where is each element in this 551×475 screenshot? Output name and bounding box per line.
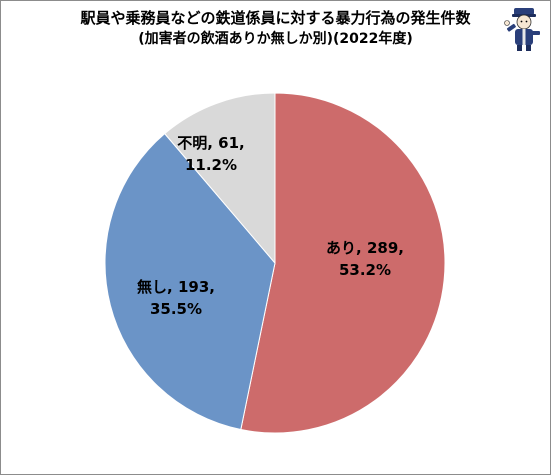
pie-slice-3	[164, 92, 276, 265]
chart-subtitle: (加害者の飲酒ありか無しか別)(2022年度)	[138, 31, 413, 47]
railway-staff-mascot-icon	[504, 8, 540, 51]
pie-slice-2	[104, 132, 276, 431]
slice-label-1: あり, 289, 53.2%	[326, 239, 404, 279]
slice-label-2: 無し, 193, 35.5%	[137, 278, 215, 318]
chart-title: 駅員や乗務員などの鉄道係員に対する暴力行為の発生件数	[80, 9, 471, 27]
pie-slice-1	[240, 92, 446, 434]
slice-label-3: 不明, 61, 11.2%	[177, 134, 245, 174]
